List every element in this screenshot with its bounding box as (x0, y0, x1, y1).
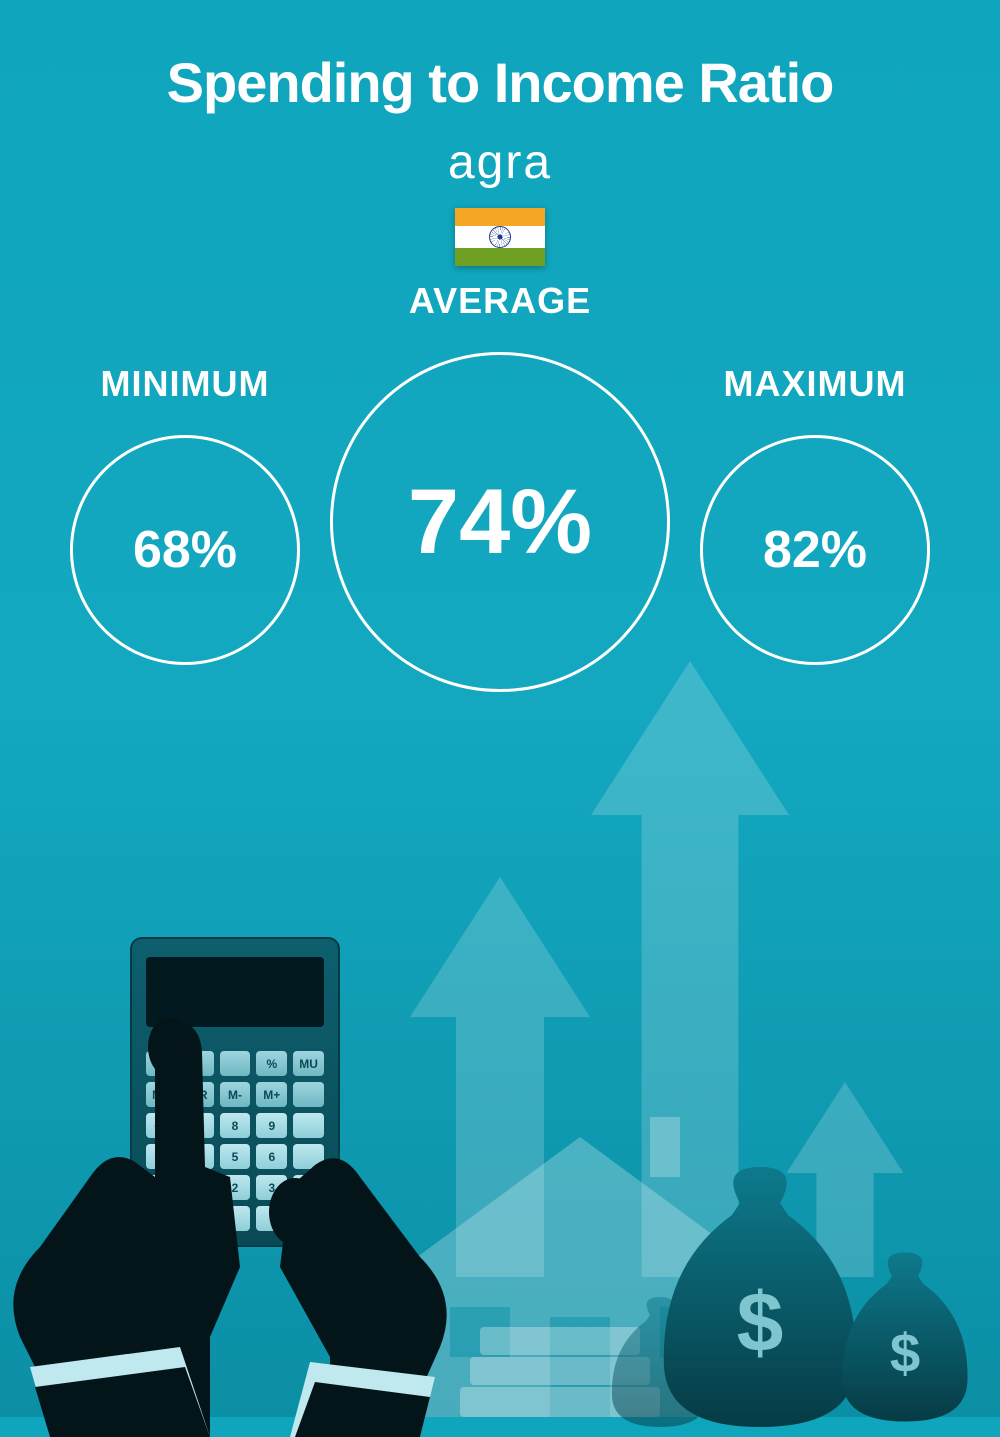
flag-stripe-bottom (455, 248, 545, 266)
stat-value-maximum: 82% (763, 520, 867, 580)
stat-value-average: 74% (408, 470, 592, 575)
svg-text:$: $ (890, 1323, 920, 1384)
stat-maximum: MAXIMUM 82% (700, 363, 930, 665)
flag-stripe-top (455, 208, 545, 226)
stat-value-minimum: 68% (133, 520, 237, 580)
stat-label-minimum: MINIMUM (101, 363, 270, 405)
svg-text:$: $ (737, 1275, 784, 1369)
money-bag-icon: $ (840, 1247, 970, 1427)
page-title: Spending to Income Ratio (0, 0, 1000, 115)
stat-circle-minimum: 68% (70, 435, 300, 665)
subtitle: agra (0, 135, 1000, 190)
flag-stripe-mid (455, 226, 545, 248)
stat-label-average: AVERAGE (409, 280, 591, 322)
stat-minimum: MINIMUM 68% (70, 363, 300, 665)
stat-circle-maximum: 82% (700, 435, 930, 665)
chakra-icon (489, 226, 511, 248)
illustration-area: $ $ %MUMCMRM-M++/-789▶456C/A1230. (0, 737, 1000, 1417)
stats-row: MINIMUM 68% AVERAGE 74% MAXIMUM 82% (0, 336, 1000, 692)
hands-icon (0, 917, 480, 1437)
money-bag-icon: $ (660, 1167, 860, 1427)
stat-average: AVERAGE 74% (330, 280, 670, 692)
stat-circle-average: 74% (330, 352, 670, 692)
stat-label-maximum: MAXIMUM (724, 363, 907, 405)
india-flag-icon (455, 208, 545, 266)
